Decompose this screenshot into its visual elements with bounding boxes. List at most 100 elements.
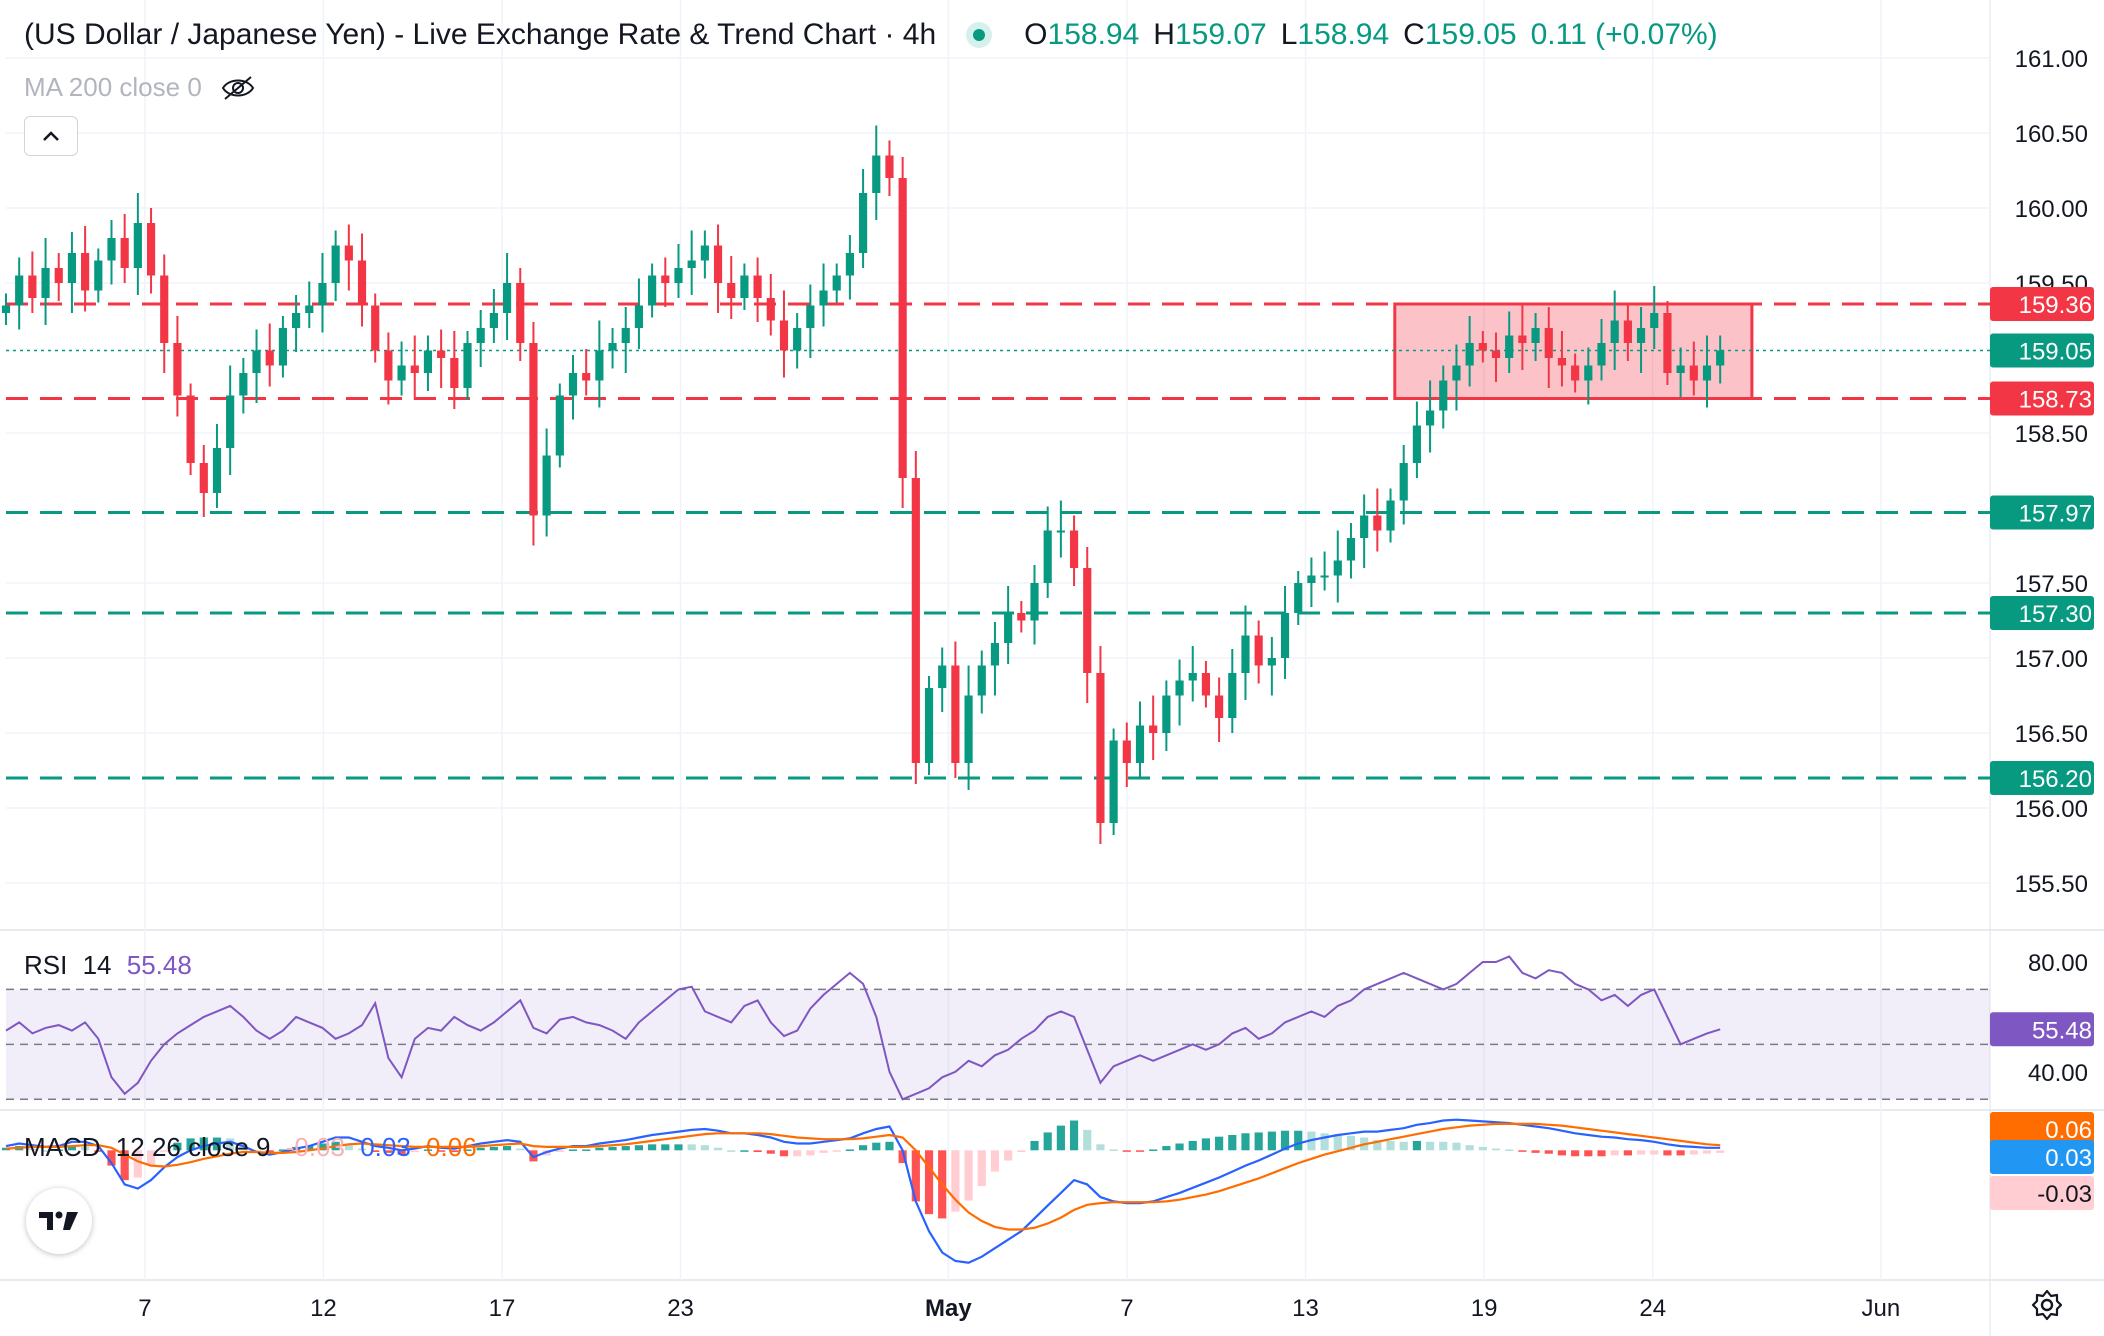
rsi-legend[interactable]: RSI 14 55.48 <box>24 950 192 981</box>
macd-label: MACD <box>24 1132 101 1162</box>
x-tick-label: 23 <box>667 1295 694 1322</box>
macd-histogram-bar <box>977 1150 986 1187</box>
gear-icon[interactable] <box>2030 1288 2064 1322</box>
macd-histogram-bar <box>911 1150 920 1202</box>
macd-histogram-bar <box>674 1144 683 1151</box>
macd-histogram-bar <box>1254 1132 1263 1151</box>
macd-histogram-bar <box>608 1146 617 1151</box>
macd-value-label: -0.03 <box>2037 1181 2092 1208</box>
macd-histogram-bar <box>1452 1142 1461 1151</box>
macd-histogram-bar <box>516 1148 525 1151</box>
candle-body <box>15 275 24 306</box>
candle-body <box>1254 635 1263 666</box>
y-tick-label: 160.50 <box>2015 121 2088 148</box>
candle-body <box>1491 350 1501 358</box>
candle-body <box>463 343 472 388</box>
macd-histogram-bar <box>1294 1130 1303 1151</box>
macd-histogram-bar <box>1 1147 11 1151</box>
price-level-label: 159.36 <box>2019 292 2092 319</box>
macd-histogram-bar <box>845 1149 854 1151</box>
candle-body <box>146 223 156 276</box>
axes-layer: 7 12 17 23 May 7 13 19 24 Jun 161.00 160.50 160.00 15… <box>138 46 2088 1322</box>
candle-body <box>951 665 960 763</box>
candle-body <box>700 245 709 261</box>
candle-body <box>1571 365 1580 381</box>
candle-body <box>1241 635 1250 673</box>
candle-body <box>1122 740 1131 763</box>
macd-histogram-bar <box>1201 1138 1211 1151</box>
macd-histogram-bar <box>700 1145 709 1151</box>
macd-histogram-bar <box>278 1149 287 1151</box>
macd-histogram-bar <box>1162 1146 1171 1151</box>
close-value: 159.05 <box>1424 18 1517 51</box>
macd-histogram-bar <box>1346 1135 1356 1151</box>
macd-histogram-bar <box>489 1146 498 1151</box>
resistance-zone <box>1393 302 1754 400</box>
macd-histogram-bar <box>384 1150 393 1153</box>
macd-histogram-bar <box>1083 1129 1092 1151</box>
candle-body <box>1320 575 1329 578</box>
candle-body <box>1346 538 1356 561</box>
candle-body <box>502 283 512 313</box>
macd-histogram-bar <box>1571 1150 1580 1157</box>
macd-value-label: 0.06 <box>2045 1117 2092 1144</box>
candle-body <box>977 665 986 696</box>
tradingview-logo-icon[interactable] <box>26 1188 92 1254</box>
candle-body <box>898 178 907 478</box>
candle-body <box>911 478 920 763</box>
candle-body <box>1702 365 1712 381</box>
close-label: C <box>1403 18 1425 51</box>
rsi-line <box>5 955 1721 1101</box>
macd-legend[interactable]: MACD 12 26 close 9 -0.03 0.03 0.06 <box>24 1132 477 1163</box>
macd-histogram-bar <box>859 1145 868 1151</box>
candle-body <box>28 275 37 298</box>
candle-body <box>859 193 868 253</box>
macd-histogram-bar <box>1478 1146 1487 1151</box>
macd-histogram-bar <box>94 1150 103 1152</box>
macd-histogram-bar <box>107 1150 116 1166</box>
eye-hidden-icon[interactable] <box>220 75 256 101</box>
macd-histogram-bar <box>568 1149 578 1151</box>
candle-body <box>344 245 353 261</box>
candle-body <box>1083 568 1092 673</box>
candle-body <box>81 253 90 291</box>
price-level-label-box <box>1990 381 2094 416</box>
candle-body <box>1228 673 1237 718</box>
candle-body <box>1043 530 1052 583</box>
ma-indicator-row[interactable]: MA 200 close 0 <box>24 72 256 103</box>
macd-histogram-bar <box>1069 1120 1079 1151</box>
macd-histogram-bar <box>1465 1145 1474 1151</box>
macd-histogram-bar <box>753 1150 762 1153</box>
macd-histogram-bar <box>28 1148 37 1151</box>
y-tick-label: 155.50 <box>2015 871 2088 898</box>
candle-body <box>1030 583 1039 621</box>
collapse-indicators-button[interactable] <box>24 116 78 156</box>
price-level-label-box <box>1990 287 2094 321</box>
candle-body <box>1439 380 1448 411</box>
macd-histogram-bar <box>1702 1150 1712 1154</box>
candle-body <box>1004 613 1013 643</box>
low-value: 158.94 <box>1297 18 1390 51</box>
candle-body <box>661 275 670 283</box>
chart-title: (US Dollar / Japanese Yen) - Live Exchan… <box>24 18 937 51</box>
candle-body <box>371 305 380 351</box>
candle-body <box>67 253 77 283</box>
macd-histogram-bar <box>397 1150 406 1155</box>
macd-histogram-bar <box>1439 1141 1448 1151</box>
candle-body <box>832 275 841 291</box>
macd-value: 0.03 <box>360 1132 411 1162</box>
candle-body <box>423 350 433 373</box>
candle-body <box>727 283 736 298</box>
macd-histogram-bar <box>344 1143 353 1151</box>
macd-histogram-bar <box>766 1150 775 1154</box>
macd-histogram-bar <box>924 1150 934 1215</box>
candle-body <box>885 155 894 178</box>
candle-body <box>1267 658 1276 666</box>
macd-histogram-bar <box>1056 1125 1065 1151</box>
candle-body <box>1716 350 1725 366</box>
macd-histogram-bar <box>1109 1149 1118 1151</box>
macd-histogram-bar <box>621 1146 630 1151</box>
y-tick-label: 156.50 <box>2015 721 2088 748</box>
candle-body <box>397 365 406 381</box>
